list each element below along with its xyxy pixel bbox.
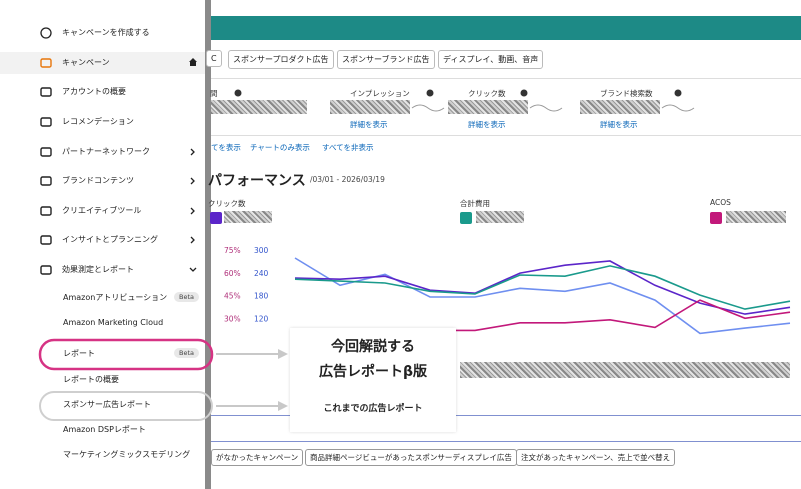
nav-subitem[interactable]: Amazon Marketing Cloud (63, 318, 164, 327)
badge: Beta (174, 292, 199, 302)
nav-icon (40, 27, 52, 39)
divider (211, 78, 801, 79)
blurred-value (448, 100, 528, 114)
nav-subitem[interactable]: マーケティングミックスモデリング (63, 450, 191, 459)
sparkline (661, 104, 695, 112)
y-tick-label: 180 (254, 292, 269, 301)
nav-subitem[interactable]: Amazonアトリビューション (63, 293, 168, 302)
y2-tick-label: 30% (224, 314, 241, 323)
view-link[interactable]: チャートのみ表示 (250, 143, 310, 152)
divider (211, 135, 801, 136)
divider (211, 415, 801, 416)
nav-icon (40, 206, 52, 216)
info-icon (234, 89, 242, 97)
nav-icon (40, 265, 52, 275)
tab[interactable]: スポンサーブランド広告 (337, 50, 435, 69)
section-title: パフォーマンス (208, 173, 306, 189)
callout: 今回解説する 広告レポートβ版 これまでの広告レポート (290, 328, 456, 432)
selector-label: クリック数 (208, 199, 246, 208)
series-line (294, 260, 791, 315)
metric-label: 間 (210, 89, 218, 98)
view-link[interactable]: すべてを非表示 (322, 143, 374, 152)
series-line (430, 299, 791, 332)
sparkline (411, 104, 445, 112)
blurred-value (726, 211, 786, 223)
badge: Beta (174, 348, 199, 358)
nav-item[interactable]: レコメンデーション (62, 117, 134, 126)
tab[interactable]: ディスプレイ、動画、音声 (438, 50, 544, 69)
nav-item[interactable]: パートナーネットワーク (62, 147, 150, 156)
tab[interactable]: C (206, 50, 222, 67)
info-icon (674, 89, 682, 97)
y-tick-label: 240 (254, 269, 269, 278)
divider (211, 441, 801, 442)
callout-line: 広告レポートβ版 (318, 364, 428, 380)
nav-item[interactable]: インサイトとプランニング (62, 235, 158, 244)
date-range: /03/01 - 2026/03/19 (310, 175, 385, 184)
nav-item[interactable]: 効果測定とレポート (62, 265, 134, 274)
blurred-value (224, 211, 272, 223)
nav-item[interactable]: ブランドコンテンツ (62, 176, 134, 185)
home-icon (189, 58, 197, 66)
callout-note: これまでの広告レポート (323, 404, 423, 414)
y2-tick-label: 45% (224, 292, 241, 301)
nav-icon (40, 147, 52, 157)
blurred-area (460, 362, 790, 378)
detail-link[interactable]: 詳細を表示 (350, 120, 388, 129)
y-tick-label: 120 (254, 314, 269, 323)
scrollbar (205, 0, 211, 489)
metric-label: インプレッション (350, 89, 410, 98)
blurred-value (211, 100, 307, 114)
filter-button[interactable]: 注文があったキャンペーン、売上で並べ替え (516, 449, 676, 466)
blurred-value (330, 100, 410, 114)
nav-item[interactable]: キャンペーンを作成する (62, 28, 150, 37)
nav-subitem[interactable]: スポンサー広告レポート (63, 400, 151, 409)
selector-swatch (460, 212, 472, 224)
selector-swatch (210, 212, 222, 224)
nav-icon (40, 87, 52, 97)
nav-icon (40, 176, 52, 186)
metric-label: クリック数 (468, 89, 506, 98)
nav-item[interactable]: キャンペーン (62, 58, 110, 67)
chevron (189, 267, 197, 272)
blurred-value (580, 100, 660, 114)
selector-label: ACOS (710, 198, 731, 207)
selector-label: 合計費用 (460, 199, 490, 208)
nav-icon (40, 235, 52, 245)
info-icon (426, 89, 434, 97)
nav-item[interactable]: アカウントの概要 (62, 87, 126, 96)
nav-icon (40, 117, 52, 127)
info-icon (520, 89, 528, 97)
selector-swatch (710, 212, 722, 224)
sparkline (529, 104, 563, 112)
detail-link[interactable]: 詳細を表示 (600, 120, 638, 129)
tab[interactable]: スポンサープロダクト広告 (228, 50, 334, 69)
nav-item[interactable]: クリエイティブツール (62, 206, 142, 215)
nav-icon (40, 58, 52, 68)
chevron (190, 236, 195, 244)
y2-tick-label: 75% (224, 246, 241, 255)
metric-label: ブランド検索数 (600, 89, 653, 98)
nav-subitem[interactable]: Amazon DSPレポート (63, 425, 146, 434)
y-tick-label: 300 (254, 246, 269, 255)
active-row (0, 52, 205, 74)
blurred-value (476, 211, 524, 223)
callout-line: 今回解説する (331, 339, 415, 355)
nav-subitem[interactable]: レポート (63, 349, 95, 358)
y2-tick-label: 60% (224, 269, 241, 278)
nav-subitem[interactable]: レポートの概要 (63, 375, 119, 384)
filter-button[interactable]: 商品詳細ページビューがあったスポンサーディスプレイ広告 (305, 449, 517, 466)
detail-link[interactable]: 詳細を表示 (468, 120, 506, 129)
filter-button[interactable]: がなかったキャンペーン (211, 449, 304, 466)
series-line (294, 265, 791, 310)
chevron (190, 148, 195, 156)
chevron (190, 177, 195, 185)
view-link[interactable]: てを表示 (211, 143, 241, 152)
top-bar (211, 16, 801, 40)
chevron (190, 207, 195, 215)
